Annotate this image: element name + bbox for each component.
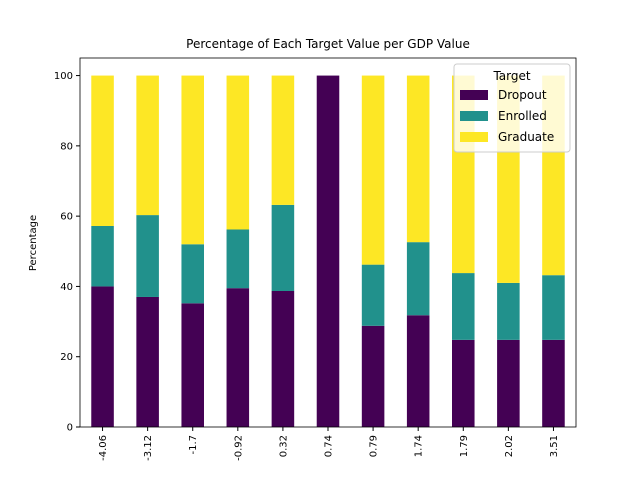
y-tick-label: 100 [54,71,73,82]
x-tick-label: 2.02 [504,435,515,457]
bar-segment [271,75,295,205]
bar-segment [226,288,250,427]
y-tick-label: 40 [60,282,73,293]
bar-segment [406,315,430,427]
bar-segment [497,339,520,427]
bar-segment [181,303,204,427]
bar-segment [452,339,475,427]
bar-segment [226,229,250,289]
bar-segment [497,282,520,340]
bar-segment [542,339,565,427]
bar-segment [406,242,430,316]
bar-segment [136,296,159,427]
bar-segment [452,273,475,340]
x-tick-label: -4.06 [98,435,109,461]
bar-segment [91,225,114,287]
chart-title: Percentage of Each Target Value per GDP … [186,37,470,51]
x-tick-label: -0.92 [233,435,244,461]
y-axis-label: Percentage [28,215,39,271]
y-tick-label: 0 [67,423,73,434]
bar-segment [271,204,295,291]
x-tick-label: -3.12 [143,435,154,461]
bar-segment [361,264,385,326]
x-tick-label: 3.51 [549,435,560,457]
x-tick-label: 0.74 [324,435,335,457]
x-tick-label: 1.74 [414,435,425,457]
y-tick-label: 80 [60,141,73,152]
legend-swatch [460,90,488,100]
x-tick-label: -1.7 [188,435,199,455]
legend-box [453,63,571,153]
legend-label: Enrolled [498,109,547,123]
bar-segment [316,75,340,428]
y-tick-label: 20 [60,352,73,363]
bar-segment [136,215,159,297]
x-tick-label: 0.32 [278,435,289,457]
bar-segment [542,275,565,340]
bar-segment [181,75,204,245]
plot-frame [79,57,577,428]
bar-segment [91,75,114,226]
x-tick-label: 0.79 [369,435,380,457]
bar-segment [226,75,250,230]
bar-segment [271,290,295,427]
legend-label: Graduate [498,130,554,144]
legend-swatch [460,132,488,142]
legend-title: Target [492,69,530,83]
bar-segment [181,244,204,304]
bar-segment [361,75,385,265]
bar-segment [91,286,114,427]
bar-segment [136,75,159,216]
y-tick-label: 60 [60,212,73,223]
bar-segment [361,325,385,427]
bar-segment [406,75,430,243]
legend-label: Dropout [498,88,547,102]
legend-swatch [460,111,488,121]
x-tick-label: 1.79 [459,435,470,457]
